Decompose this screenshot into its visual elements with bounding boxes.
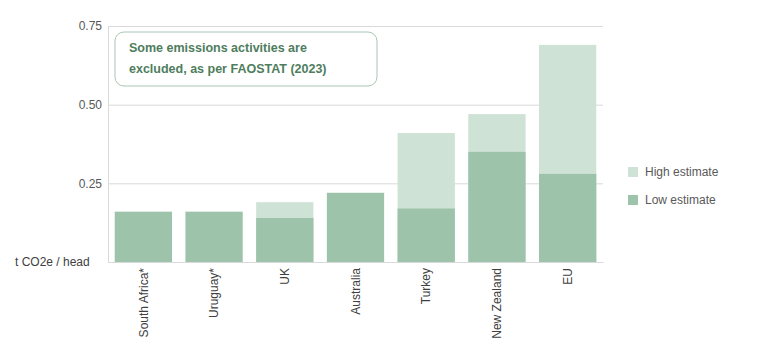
x-tick: EU xyxy=(561,262,575,285)
annotation-box xyxy=(115,32,377,86)
annotation: Some emissions activities are excluded, a… xyxy=(115,32,377,86)
legend-swatch xyxy=(628,195,638,205)
x-tick-label: South Africa* xyxy=(137,268,151,338)
bar xyxy=(398,209,455,262)
legend-label: High estimate xyxy=(645,165,719,179)
x-tick: New Zealand xyxy=(490,262,504,339)
x-tick: Australia xyxy=(349,262,363,315)
x-tick-label: Australia xyxy=(349,268,363,315)
x-tick-label: New Zealand xyxy=(490,268,504,339)
x-tick-label: Turkey xyxy=(419,268,433,304)
y-tick-label: 0.75 xyxy=(79,19,103,33)
bar xyxy=(468,152,525,262)
bar xyxy=(185,212,242,262)
annotation-text: Some emissions activities are xyxy=(129,41,307,55)
x-tick: Uruguay* xyxy=(207,262,221,318)
bar xyxy=(539,45,596,262)
bar xyxy=(539,174,596,262)
x-tick-label: UK xyxy=(278,268,292,285)
y-tick-label: 0.50 xyxy=(79,98,103,112)
grid-line xyxy=(108,183,603,184)
x-axis: South Africa* Uruguay* UK Australia Turkey Ne… xyxy=(109,262,604,339)
grid-line xyxy=(108,26,603,27)
y-axis-title: t CO2e / head xyxy=(15,255,90,269)
bar xyxy=(115,212,172,262)
bar xyxy=(256,202,313,262)
x-tick: Turkey xyxy=(419,262,433,304)
bar xyxy=(256,218,313,262)
x-tick-label: Uruguay* xyxy=(207,268,221,318)
legend-label: Low estimate xyxy=(645,193,716,207)
legend-swatch xyxy=(628,167,638,177)
bar xyxy=(468,114,525,262)
y-tick-label: 0.25 xyxy=(79,177,103,191)
annotation-text: excluded, as per FAOSTAT (2023) xyxy=(129,62,327,76)
y-axis-line xyxy=(109,27,604,263)
x-tick: South Africa* xyxy=(137,262,151,337)
chart: 0.25 0.50 0.75 South Africa* Uruguay* UK Austr… xyxy=(0,0,758,362)
y-tick: 0.75 xyxy=(79,19,603,33)
x-axis-line xyxy=(109,262,604,263)
bar xyxy=(398,133,455,262)
grid-line xyxy=(108,105,603,106)
y-axis: 0.25 0.50 0.75 xyxy=(79,19,603,262)
y-tick: 0.50 xyxy=(79,98,603,112)
x-tick: UK xyxy=(278,262,292,285)
legend: High estimate Low estimate xyxy=(628,165,719,207)
x-tick-label: EU xyxy=(561,268,575,285)
plot: 0.25 0.50 0.75 South Africa* Uruguay* UK Austr… xyxy=(79,19,604,338)
bar xyxy=(327,193,384,262)
